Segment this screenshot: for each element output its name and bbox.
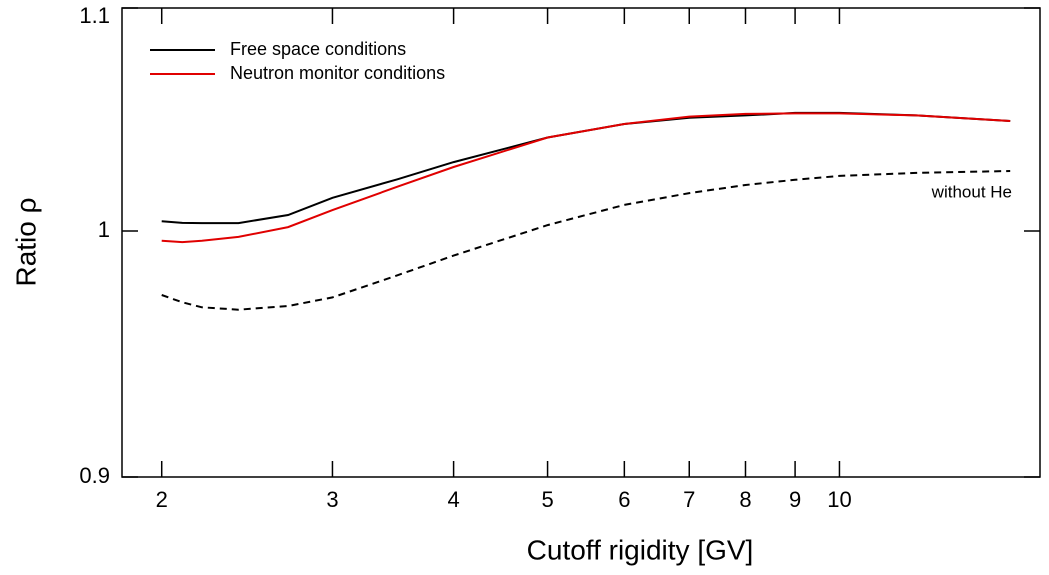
y-axis-label: Ratio ρ — [10, 197, 41, 286]
x-tick-label: 7 — [683, 487, 695, 512]
series-line — [161, 170, 1011, 311]
x-tick-label: 10 — [827, 487, 851, 512]
x-tick-label: 3 — [326, 487, 338, 512]
x-tick-label: 6 — [618, 487, 630, 512]
x-tick-label: 5 — [541, 487, 553, 512]
annotation: without He — [931, 182, 1012, 201]
plot-frame — [121, 7, 1041, 478]
x-tick-label: 2 — [156, 487, 168, 512]
legend-label: Free space conditions — [230, 39, 406, 59]
x-tick-label: 8 — [739, 487, 751, 512]
y-tick-label: 0.9 — [79, 463, 110, 488]
x-tick-label: 4 — [447, 487, 459, 512]
series-line — [161, 111, 1011, 225]
y-tick-label: 1 — [98, 217, 110, 242]
y-tick-label: 1.1 — [79, 3, 110, 28]
x-axis-label: Cutoff rigidity [GV] — [527, 534, 754, 565]
x-tick-label: 9 — [789, 487, 801, 512]
series-line — [161, 112, 1011, 244]
legend-label: Neutron monitor conditions — [230, 63, 445, 83]
